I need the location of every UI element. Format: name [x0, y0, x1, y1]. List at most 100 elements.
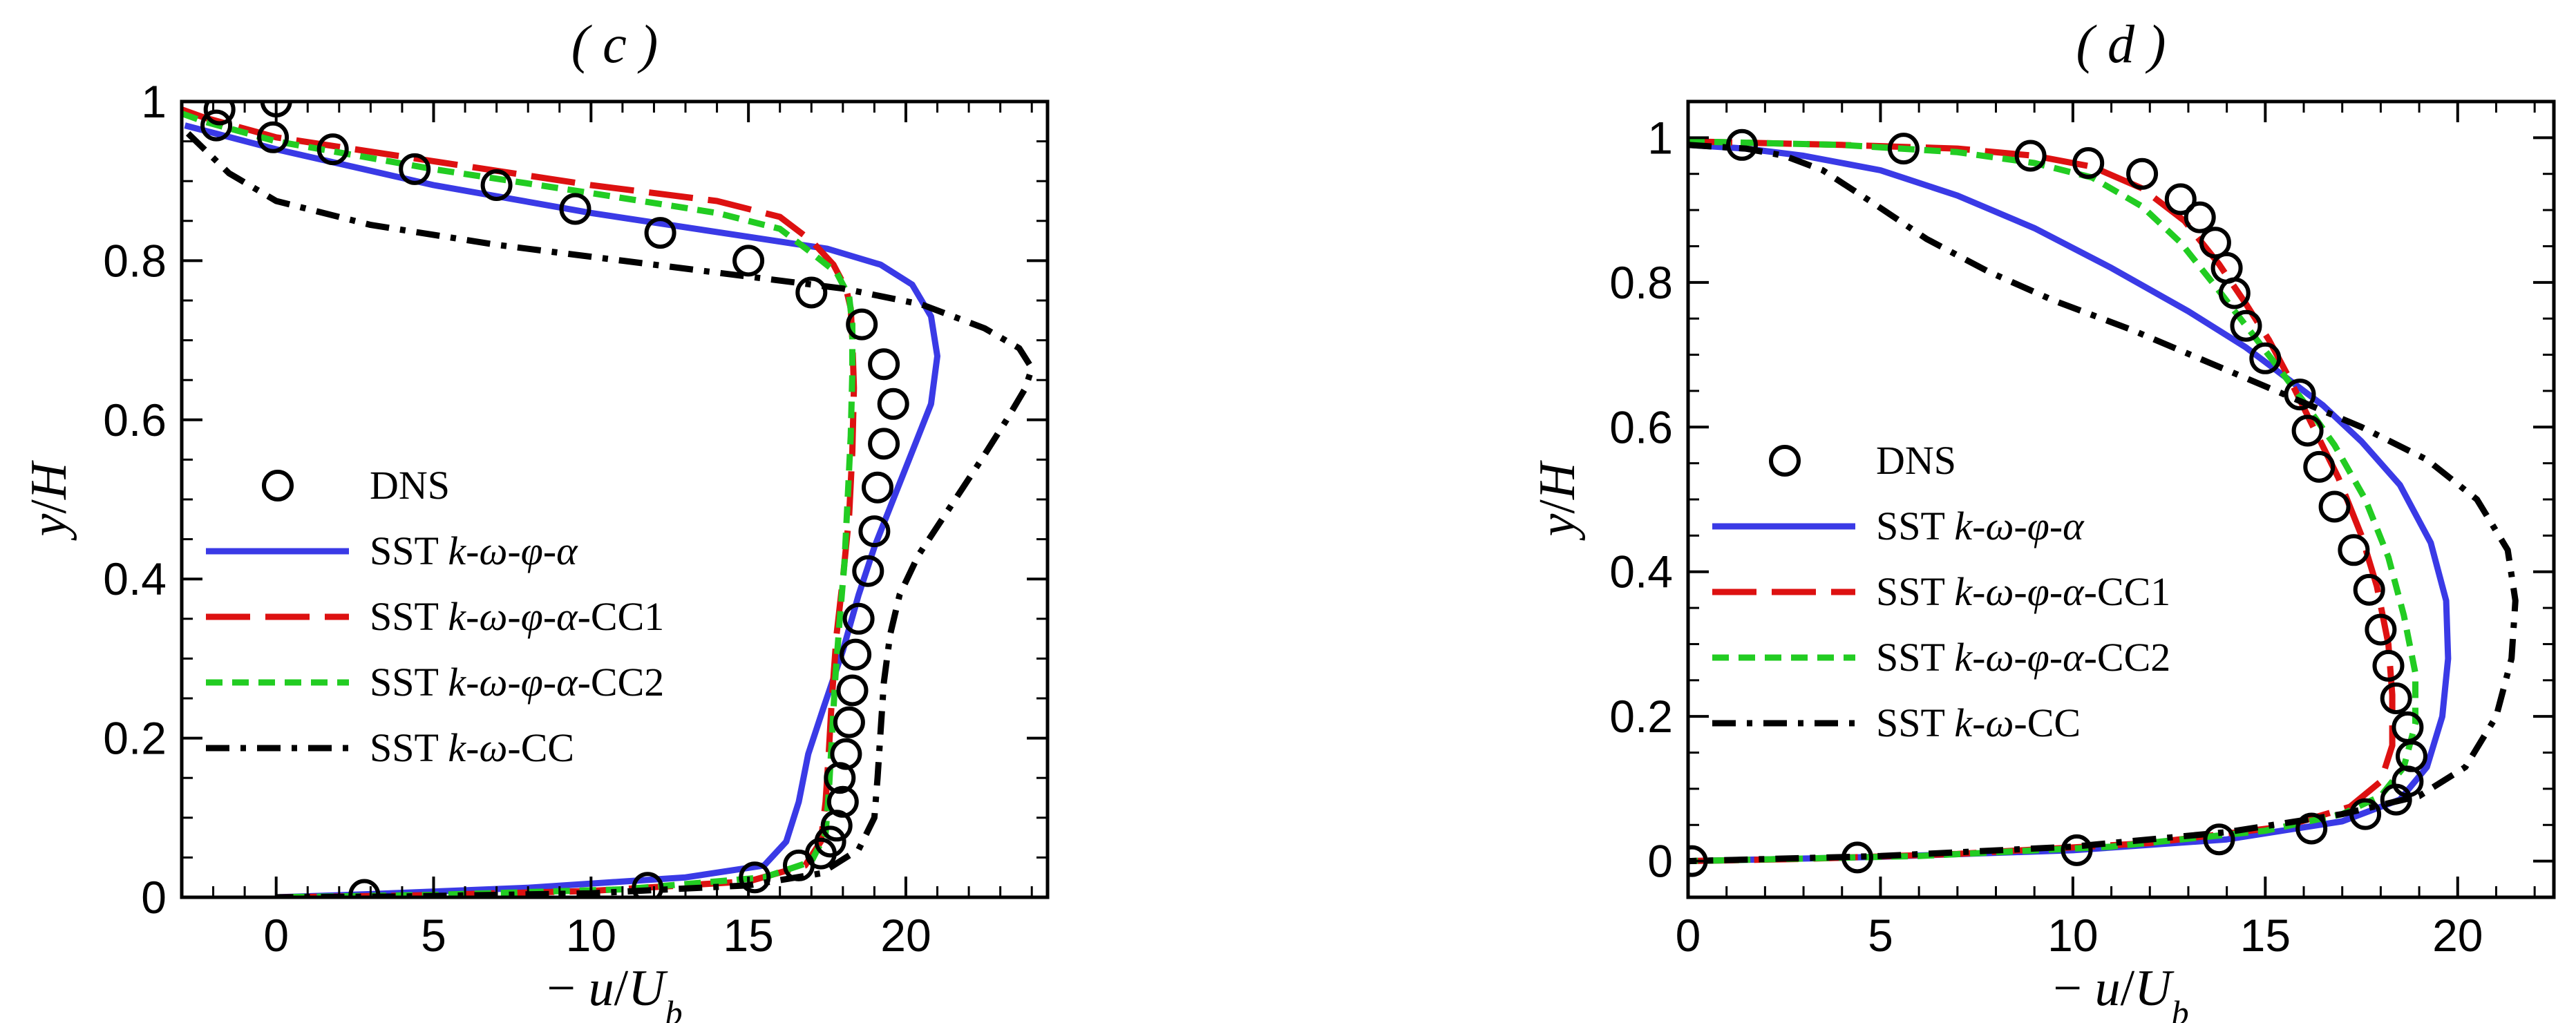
- x-tick-label: 10: [566, 910, 616, 961]
- x-tick-label: 5: [1868, 910, 1893, 961]
- y-tick-label: 0.4: [103, 553, 167, 604]
- dns-marker: [2014, 140, 2047, 172]
- legend-label: DNS: [370, 463, 450, 508]
- dns-marker: [1887, 133, 1920, 165]
- dns-marker: [559, 193, 591, 225]
- dns-marker: [840, 638, 872, 671]
- dns-marker: [348, 879, 381, 897]
- dns-marker: [2372, 649, 2405, 682]
- dns-marker: [858, 515, 891, 548]
- y-tick-label: 0: [141, 872, 167, 923]
- y-axis-label: y/H: [1529, 460, 1586, 541]
- x-tick-label: 10: [2047, 910, 2098, 961]
- x-tick-label: 5: [421, 910, 446, 961]
- dns-marker: [877, 388, 909, 420]
- y-axis-label: y/H: [21, 460, 77, 541]
- legend-label: DNS: [1876, 438, 1956, 483]
- series-line-4: [1688, 142, 2519, 865]
- legend-label: SST k-ω-CC: [370, 725, 574, 770]
- dns-marker: [2303, 450, 2336, 483]
- y-tick-label: 0.6: [1609, 401, 1673, 452]
- series-line-2: [182, 106, 858, 897]
- chart-title: ( c ): [571, 14, 659, 74]
- legend-marker-dns: [262, 470, 294, 501]
- dns-marker: [2380, 682, 2412, 714]
- legend-label: SST k-ω-φ-α: [370, 528, 578, 573]
- legend-label: SST k-ω-CC: [1876, 700, 2081, 745]
- dns-marker: [2210, 251, 2243, 284]
- dns-marker: [732, 245, 765, 277]
- x-axis-label: − u/Ub: [547, 960, 682, 1023]
- dns-marker: [2072, 147, 2105, 179]
- legend-label: SST k-ω-φ-α-CC1: [370, 594, 664, 639]
- y-tick-label: 0.8: [1609, 257, 1673, 308]
- x-tick-label: 15: [723, 910, 773, 961]
- dns-marker: [2291, 414, 2324, 447]
- dns-marker: [203, 102, 236, 126]
- y-tick-label: 0.4: [1609, 546, 1673, 597]
- dns-marker: [1726, 128, 1758, 161]
- series-line-3: [1688, 138, 2418, 865]
- dns-marker: [2349, 798, 2382, 830]
- plot-frame: [1686, 99, 2556, 899]
- chart-panel-d: ( d ) 0 5 10 15 20 0 0.2 0.4 0.6 0.8 1 − u/Ub y/H DNS S…: [1529, 14, 2556, 1023]
- y-tick-label: 1: [1647, 112, 1673, 163]
- dns-marker: [862, 471, 893, 504]
- dns-marker: [814, 825, 846, 858]
- dns-marker: [644, 217, 676, 249]
- x-tick-label: 15: [2240, 910, 2291, 961]
- dns-marker: [257, 121, 290, 153]
- dns-marker: [836, 674, 869, 707]
- dns-marker: [842, 602, 875, 635]
- series-group: [1688, 128, 2519, 877]
- dns-marker: [2338, 534, 2370, 566]
- dns-marker: [739, 861, 771, 894]
- dns-marker: [480, 169, 513, 201]
- series-line-2: [1688, 138, 2396, 865]
- y-tick-label: 1: [141, 76, 167, 127]
- dns-marker: [2353, 573, 2385, 606]
- dns-marker: [2249, 342, 2282, 374]
- legend-label: SST k-ω-φ-α-CC2: [370, 660, 664, 705]
- dns-marker: [200, 109, 233, 142]
- dns-marker: [2295, 812, 2328, 845]
- series-line-3: [182, 111, 855, 897]
- legend-label: SST k-ω-φ-α: [1876, 504, 2085, 548]
- x-tick-label: 20: [880, 910, 931, 961]
- y-tick-label: 0: [1647, 836, 1673, 887]
- legend: DNS SST k-ω-φ-α SST k-ω-φ-α-CC1 SST k-ω-φ-α…: [1712, 438, 2170, 745]
- y-tick-label: 0.2: [1609, 691, 1673, 742]
- dns-marker: [1841, 841, 1873, 874]
- dns-marker: [2230, 309, 2262, 342]
- legend: DNS SST k-ω-φ-α SST k-ω-φ-α-CC1 SST k-ω-φ-α…: [206, 463, 664, 770]
- dns-marker: [2199, 227, 2231, 259]
- legend-label: SST k-ω-φ-α-CC2: [1876, 635, 2170, 680]
- dns-marker: [795, 276, 828, 309]
- x-tick-label: 20: [2432, 910, 2483, 961]
- dns-marker: [826, 785, 859, 818]
- dns-marker: [2203, 823, 2235, 856]
- chart-panel-c: ( c ) 0 5 10 15 20 0 0.2 0.4 0.6 0.8 1 − u/Ub y/H DNS S…: [21, 14, 1050, 1023]
- chart-title: ( d ): [2076, 14, 2166, 74]
- dns-marker: [852, 555, 884, 587]
- dns-marker: [2164, 183, 2197, 216]
- dns-marker: [399, 153, 431, 185]
- dns-marker: [2392, 711, 2424, 743]
- dns-marker: [316, 133, 349, 166]
- series-group: [182, 102, 1035, 897]
- dns-marker: [830, 738, 862, 770]
- dns-marker: [2184, 201, 2216, 233]
- dns-marker: [632, 872, 664, 897]
- y-tick-label: 0.8: [103, 235, 167, 286]
- legend-marker-dns: [1769, 445, 1801, 477]
- dns-marker: [2126, 157, 2159, 190]
- dns-marker: [2061, 834, 2093, 866]
- dns-marker: [2284, 379, 2316, 411]
- dns-marker: [2365, 613, 2397, 646]
- plot-frame: [180, 99, 1050, 899]
- dns-marker: [833, 706, 865, 738]
- legend-label: SST k-ω-φ-α-CC1: [1876, 569, 2170, 614]
- dns-marker: [846, 308, 878, 341]
- dns-marker: [868, 348, 900, 381]
